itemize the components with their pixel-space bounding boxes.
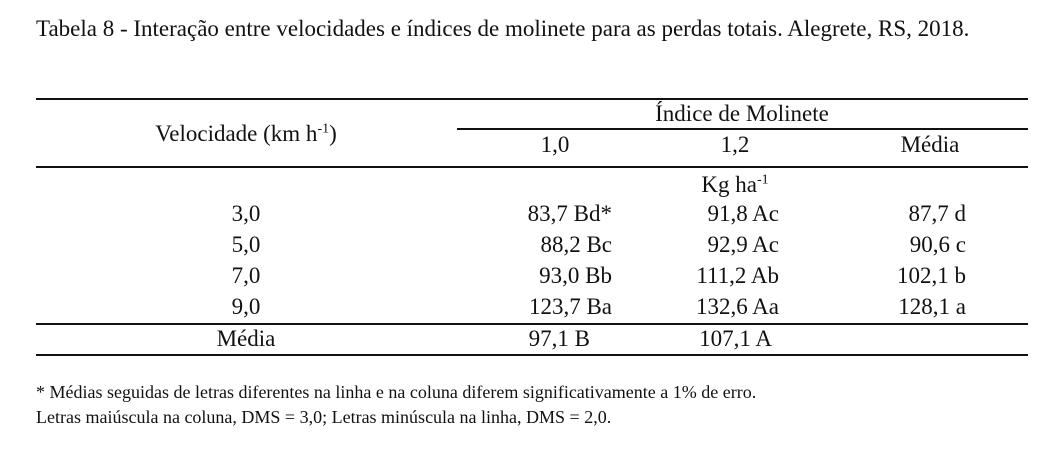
row-value-2: 91,8 Ac — [707, 201, 779, 226]
summary-value-2: 107,1 A — [699, 326, 772, 351]
velocity-header: Velocidade (km h-1) — [126, 120, 366, 148]
row-value-1: 83,7 Bd* — [527, 201, 612, 226]
row-value-2: 132,6 Aa — [695, 294, 779, 319]
velocity-header-label: Velocidade (km h — [155, 121, 318, 146]
velocity-header-exponent: -1 — [317, 121, 330, 137]
row-value-2: 92,9 Ac — [707, 232, 779, 257]
col-header-1: 1,0 — [540, 132, 570, 157]
top-rule — [36, 98, 1028, 100]
footnote-dms: Letras maiúscula na coluna, DMS = 3,0; L… — [36, 407, 612, 427]
bottom-rule — [36, 354, 1028, 356]
row-mean: 87,7 d — [908, 201, 967, 226]
unit-exponent: -1 — [756, 172, 769, 188]
unit-base: Kg ha — [701, 172, 757, 197]
row-mean: 90,6 c — [909, 232, 966, 257]
header-rule — [36, 166, 1028, 168]
row-mean: 102,1 b — [897, 263, 966, 288]
row-velocity: 5,0 — [231, 232, 261, 257]
row-value-1: 93,0 Bb — [539, 263, 612, 288]
row-value-1: 88,2 Bc — [540, 232, 612, 257]
row-velocity: 7,0 — [231, 263, 261, 288]
footnote-significance: * Médias seguidas de letras diferentes n… — [36, 382, 757, 402]
group-header: Índice de Molinete — [655, 101, 829, 126]
summary-label: Média — [216, 326, 276, 351]
col-header-2: 1,2 — [720, 132, 750, 157]
row-value-2: 111,2 Ab — [696, 263, 779, 288]
group-rule — [457, 128, 1028, 130]
row-value-1: 123,7 Ba — [528, 294, 612, 319]
row-velocity: 3,0 — [231, 201, 261, 226]
summary-value-1: 97,1 B — [528, 326, 590, 351]
unit-label: Kg ha-1 — [645, 171, 825, 199]
row-velocity: 9,0 — [231, 294, 261, 319]
summary-rule — [36, 323, 1028, 325]
table-caption: Tabela 8 - Interação entre velocidades e… — [36, 16, 970, 41]
velocity-header-close: ) — [329, 121, 337, 146]
row-mean: 128,1 a — [898, 294, 966, 319]
col-header-mean: Média — [900, 132, 960, 157]
